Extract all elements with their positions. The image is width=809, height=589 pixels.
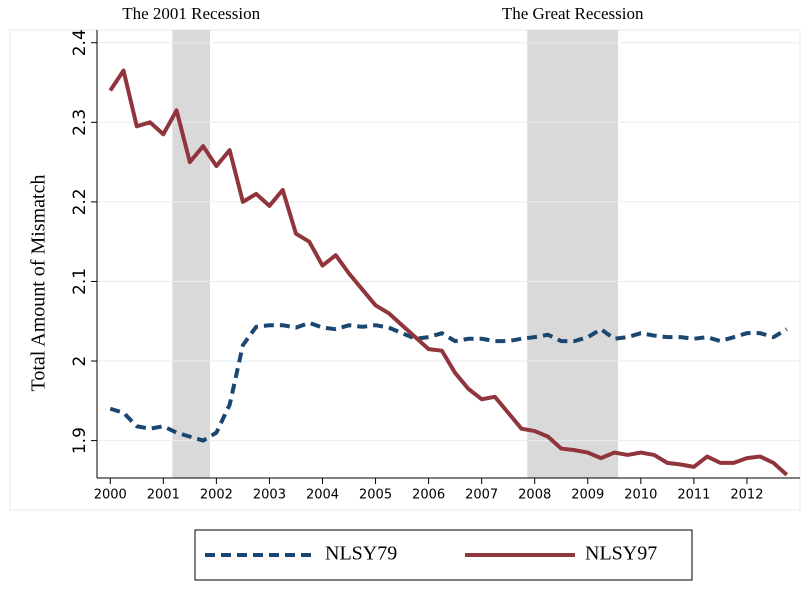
shade-label: The Great Recession <box>502 4 644 23</box>
y-tick-label: 2.4 <box>70 29 90 56</box>
legend-label: NLSY79 <box>325 543 397 565</box>
frame <box>9 29 801 511</box>
y-tick-label: 2.2 <box>70 188 90 215</box>
x-tick-label: 2000 <box>94 488 127 503</box>
legend-label: NLSY97 <box>585 543 657 565</box>
series-line <box>108 68 789 477</box>
x-tick-label: 2009 <box>571 488 604 503</box>
y-axis-label: Total Amount of Mismatch <box>28 175 50 392</box>
x-tick-label: 2012 <box>730 488 763 503</box>
series-line <box>109 320 788 443</box>
x-tick-label: 2007 <box>465 488 498 503</box>
shade-label: The 2001 Recession <box>122 4 260 23</box>
x-tick-label: 2002 <box>200 488 233 503</box>
recession-shade <box>527 30 619 478</box>
x-tick-label: 2005 <box>359 488 392 503</box>
recession-shade <box>172 30 211 478</box>
x-tick-label: 2003 <box>253 488 286 503</box>
y-tick-label: 2.3 <box>70 109 90 136</box>
y-tick-label: 1.9 <box>70 427 90 454</box>
y-tick-label: 2 <box>70 356 90 367</box>
x-tick-label: 2011 <box>677 488 710 503</box>
y-tick-label: 2.1 <box>70 268 90 295</box>
x-tick-label: 2006 <box>412 488 445 503</box>
x-tick-label: 2001 <box>147 488 180 503</box>
x-tick-label: 2008 <box>518 488 551 503</box>
x-tick-label: 2004 <box>306 488 339 503</box>
x-tick-label: 2010 <box>624 488 657 503</box>
